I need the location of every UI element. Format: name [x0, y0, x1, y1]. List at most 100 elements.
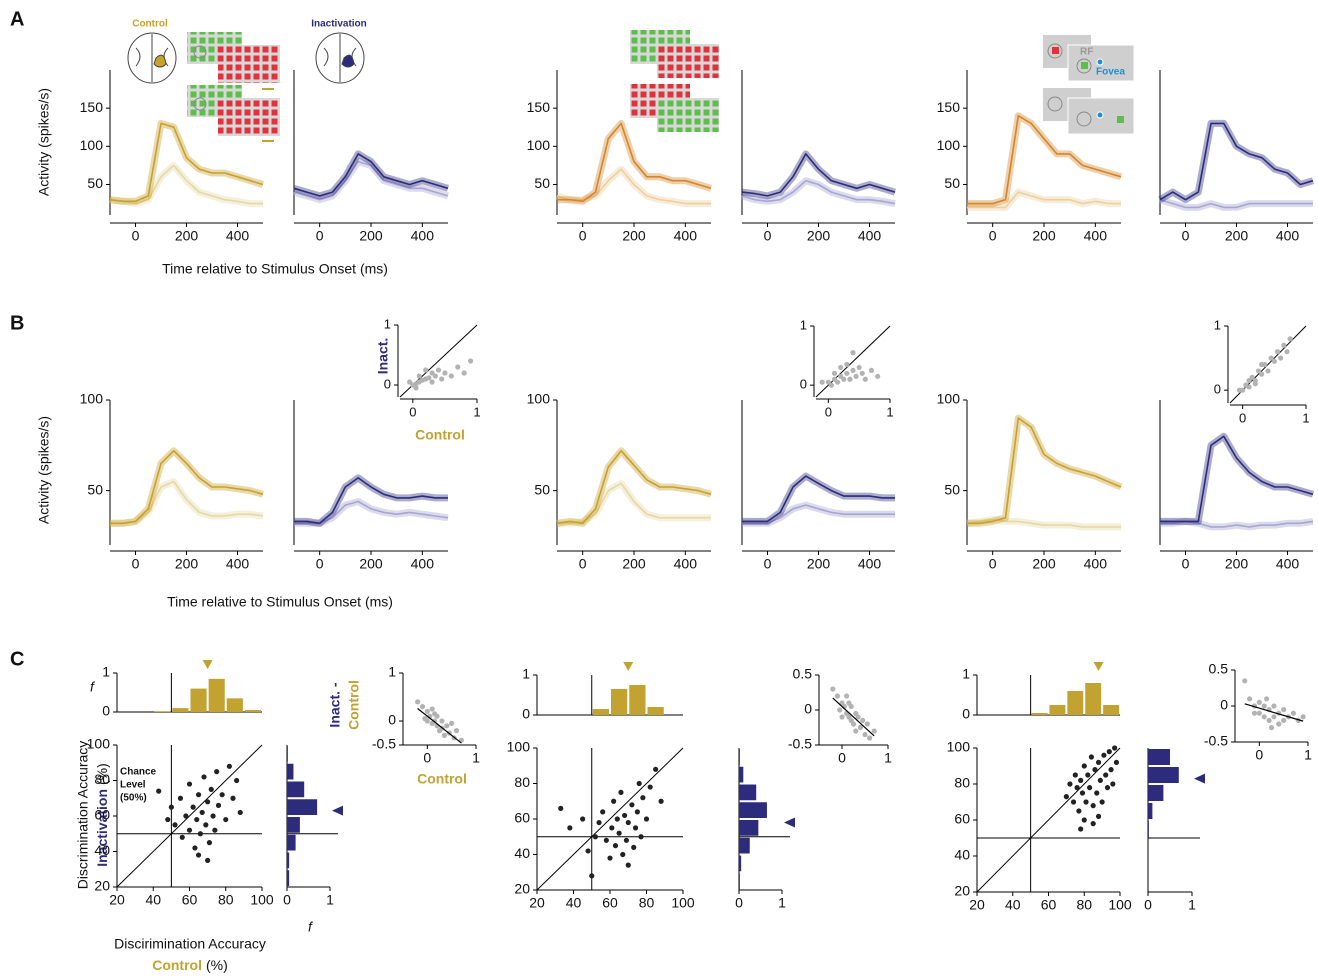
point: [444, 723, 450, 729]
stimulus: [1052, 47, 1059, 54]
point: [838, 364, 844, 371]
point: [422, 716, 428, 722]
point: [230, 795, 236, 801]
point: [1259, 371, 1265, 377]
y-tick-label: 80: [94, 771, 110, 787]
diagonal: [536, 747, 684, 891]
line: [293, 160, 449, 201]
point: [206, 840, 213, 846]
y-tick-label: 0: [804, 701, 812, 717]
point: [1063, 794, 1069, 800]
bar: [226, 698, 243, 712]
x-tick-label: 0: [764, 228, 772, 244]
point: [1236, 387, 1243, 393]
point: [212, 827, 218, 833]
y-tick-label: 50: [944, 175, 960, 191]
bar: [287, 781, 305, 798]
point: [439, 718, 445, 724]
icons: Control Inactivation RF Fovea: [127, 19, 1135, 142]
point: [658, 798, 664, 804]
point: [1284, 349, 1290, 355]
x-tick-label: 400: [858, 228, 882, 244]
point: [201, 774, 207, 780]
point: [1067, 781, 1073, 787]
point: [862, 731, 868, 738]
point: [1078, 826, 1084, 832]
y-tick-label: 0: [102, 703, 110, 719]
point: [407, 379, 413, 385]
point: [589, 873, 595, 879]
y-tick-label: 1: [384, 316, 391, 331]
bar: [1067, 691, 1084, 715]
y-axis-label: Discrimination Accuracy: [75, 741, 91, 890]
point: [1099, 799, 1105, 805]
point: [1076, 808, 1082, 814]
x-tick-label: 0: [409, 404, 416, 419]
point: [205, 857, 211, 863]
point: [1281, 707, 1287, 713]
mean-marker: [784, 817, 795, 828]
y-tick-label: 0: [384, 376, 391, 391]
fit-line: [832, 697, 875, 737]
x-tick-label: 0: [316, 228, 324, 244]
point: [1101, 752, 1107, 758]
rf-circle: [1047, 96, 1063, 112]
x-tick-label: 400: [1276, 228, 1300, 244]
line: [294, 477, 448, 525]
x-tick-label: 200: [175, 556, 199, 572]
line: [742, 475, 895, 523]
bar: [287, 799, 318, 815]
x-axis-label: Control (%): [152, 957, 228, 973]
point: [618, 789, 624, 795]
point: [828, 382, 835, 388]
point: [1094, 790, 1100, 796]
x-tick-label: 200: [1225, 556, 1249, 572]
point: [847, 376, 853, 382]
bar: [1148, 767, 1179, 783]
bar: [1085, 683, 1102, 715]
x-tick-label: 0: [989, 556, 997, 572]
y-tick-label: 80: [514, 774, 530, 790]
point: [195, 792, 202, 798]
x-tick-label: 200: [359, 228, 383, 244]
point: [622, 812, 628, 819]
bar: [1148, 821, 1149, 837]
line: [741, 179, 896, 205]
bar: [208, 678, 225, 712]
rf-circle: [193, 45, 207, 59]
point: [413, 385, 419, 391]
x-tick-label: 1: [886, 404, 893, 419]
fit-line: [1244, 703, 1304, 722]
point: [1092, 767, 1098, 773]
point: [1281, 342, 1287, 348]
y-tick-label: 1: [1214, 317, 1221, 332]
point: [603, 837, 609, 843]
point: [1083, 799, 1089, 805]
y-tick-label: 40: [514, 845, 530, 861]
point: [1113, 759, 1120, 766]
x-tick-label: 200: [807, 228, 831, 244]
point: [580, 816, 586, 822]
point: [592, 834, 599, 840]
panel-label: B: [10, 312, 24, 334]
x-tick-label: 0: [132, 228, 140, 244]
point: [1242, 678, 1248, 684]
point: [429, 379, 435, 385]
point: [192, 845, 198, 851]
x-tick-label: 0: [132, 556, 140, 572]
y-tick-label: 0: [962, 706, 970, 722]
rf-circle: [1076, 58, 1092, 74]
bar: [739, 820, 759, 836]
point: [1274, 349, 1281, 355]
y-axis-label: Inact. -: [327, 682, 343, 727]
point: [853, 373, 859, 379]
y-axis-label: Activity (spikes/s): [36, 416, 52, 524]
line: [966, 518, 1121, 528]
icon-label: Control: [132, 19, 168, 30]
bar: [1049, 705, 1066, 715]
bar: [287, 746, 288, 762]
line: [967, 417, 1122, 525]
band: [556, 447, 712, 527]
y-axis-label: Inactivation (%): [94, 763, 110, 867]
x-tick-label: 1: [326, 892, 334, 908]
